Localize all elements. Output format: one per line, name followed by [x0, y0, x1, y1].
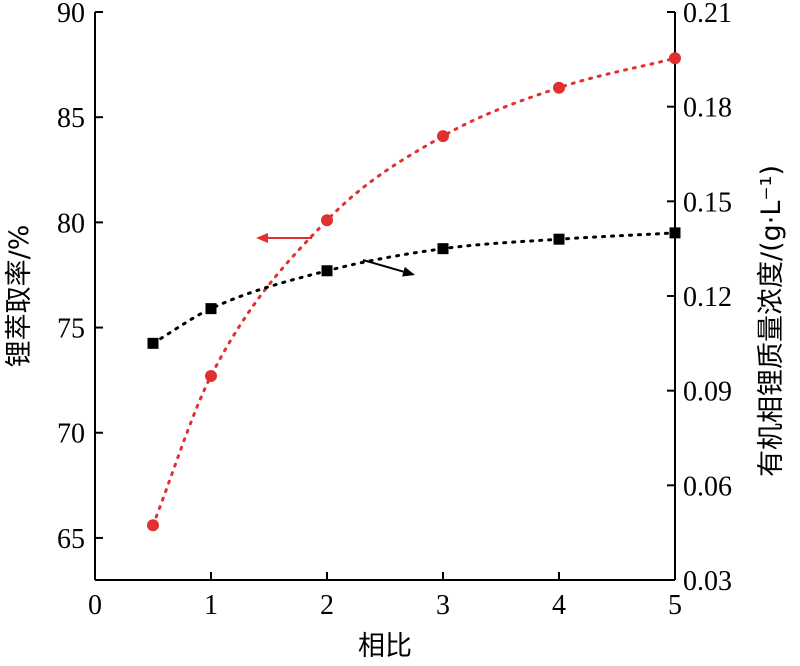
data-point — [147, 519, 159, 532]
data-point — [553, 81, 565, 94]
data-point — [321, 265, 333, 277]
y-tick-label: 80 — [57, 208, 85, 239]
series-layer — [147, 52, 681, 532]
series-1-arrowhead — [256, 233, 268, 243]
series-2 — [147, 227, 681, 349]
y2-tick-label: 0.03 — [683, 566, 732, 597]
y2-tick-label: 0.18 — [683, 93, 732, 124]
x-axis-label: 相比 — [358, 631, 412, 662]
y2-tick-label: 0.06 — [683, 471, 732, 502]
ticks: 0 1 2 3 4 5 65 70 75 80 85 90 0.03 0.06 0.09 0.12 0.15 0.… — [57, 0, 732, 621]
data-point — [437, 243, 449, 255]
y2-tick-label: 0.21 — [683, 0, 732, 29]
y-tick-label: 90 — [57, 0, 85, 29]
data-point — [669, 52, 681, 65]
y2-axis-label: 有机相锂质量浓度/(g·L⁻¹) — [756, 165, 787, 477]
x-tick-label: 5 — [668, 590, 682, 621]
y-tick-label: 75 — [57, 314, 85, 345]
y-axis-label: 锂萃取率/% — [4, 225, 35, 368]
y2-tick-label: 0.15 — [683, 187, 732, 218]
axes — [94, 12, 676, 581]
x-tick-label: 1 — [204, 590, 218, 621]
y2-tick-label: 0.12 — [683, 282, 732, 313]
data-point — [147, 337, 159, 349]
series-2-arrowhead — [402, 266, 415, 277]
data-point — [669, 227, 681, 239]
x-tick-label: 4 — [552, 590, 566, 621]
x-tick-label: 2 — [320, 590, 334, 621]
data-point — [321, 214, 333, 227]
y-tick-label: 85 — [57, 103, 85, 134]
series-2-arrow — [362, 259, 404, 273]
data-point — [205, 303, 217, 315]
data-point — [553, 233, 565, 245]
x-tick-label: 3 — [436, 590, 450, 621]
series-line — [151, 56, 677, 527]
y-tick-label: 70 — [57, 419, 85, 450]
annotations — [256, 233, 415, 277]
data-point — [205, 369, 217, 382]
series-line — [151, 231, 677, 345]
x-tick-label: 0 — [88, 590, 102, 621]
series-1 — [147, 52, 681, 532]
y-tick-label: 65 — [57, 524, 85, 555]
data-point — [437, 130, 449, 143]
y2-tick-label: 0.09 — [683, 377, 732, 408]
